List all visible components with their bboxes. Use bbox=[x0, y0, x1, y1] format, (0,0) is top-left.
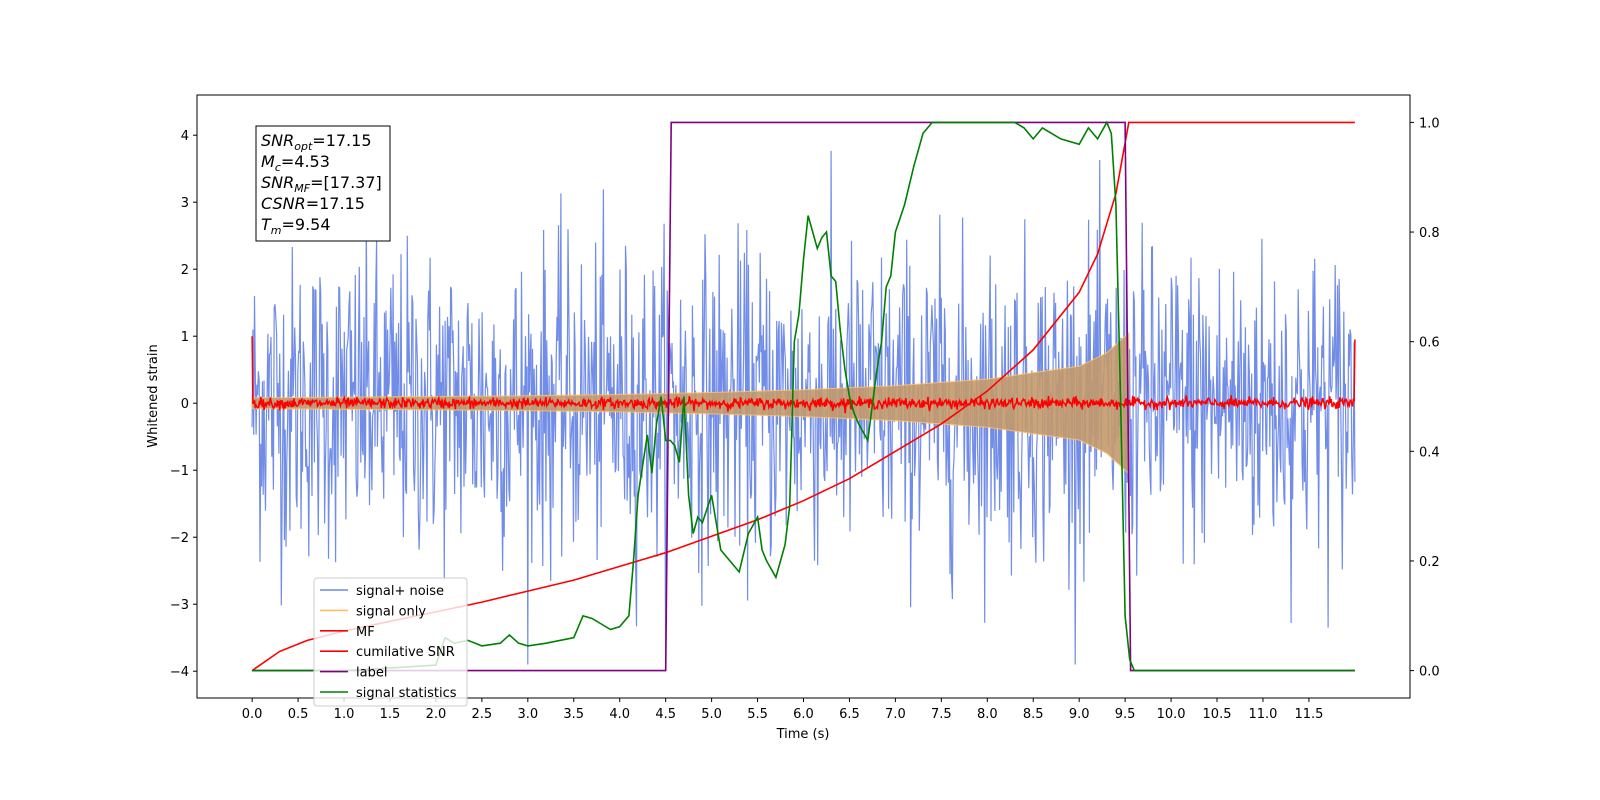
legend: signal+ noise signal only MF cumilative SNR… bbox=[313, 577, 468, 707]
y-right-tick-label: 0.2 bbox=[1419, 555, 1440, 570]
y-tick-label: −1 bbox=[170, 464, 189, 479]
x-tick-label: 9.5 bbox=[1115, 707, 1136, 722]
y-right-tick-label: 0.4 bbox=[1419, 445, 1440, 460]
y-right-tick-label: 0.0 bbox=[1419, 665, 1440, 680]
x-tick-label: 5.5 bbox=[747, 707, 768, 722]
y-tick-label: −2 bbox=[170, 531, 189, 546]
x-tick-label: 10.5 bbox=[1203, 707, 1232, 722]
y-right-tick-label: 1.0 bbox=[1419, 116, 1440, 131]
x-tick-label: 11.0 bbox=[1248, 707, 1277, 722]
x-tick-label: 1.5 bbox=[380, 707, 401, 722]
x-tick-label: 10.0 bbox=[1157, 707, 1186, 722]
x-tick-label: 4.0 bbox=[609, 707, 630, 722]
x-tick-label: 3.0 bbox=[517, 707, 538, 722]
x-tick-label: 7.0 bbox=[885, 707, 906, 722]
stats-annotation-box: SNRopt=17.15Mc=4.53SNRMF=[17.37]CSNR=17.… bbox=[255, 125, 391, 242]
axes: 0.0 0.5 1.0 1.5 2.0 2.5 3.0 3.5 4.0 4.5 5.0 5.5 6.0 6… bbox=[170, 116, 1440, 722]
legend-entry-label: MF bbox=[356, 625, 375, 640]
legend-entry-label: signal only bbox=[356, 604, 426, 619]
annotation-line: CSNR=17.15 bbox=[261, 194, 365, 213]
legend-entry-label: signal+ noise bbox=[356, 584, 444, 599]
y-tick-label: 1 bbox=[181, 330, 189, 345]
y-right-tick-label: 0.8 bbox=[1419, 226, 1440, 241]
x-tick-label: 2.5 bbox=[472, 707, 493, 722]
x-axis-label: Time (s) bbox=[776, 727, 830, 742]
legend-entry-label: label bbox=[356, 666, 387, 681]
x-tick-label: 1.0 bbox=[334, 707, 355, 722]
x-tick-label: 6.5 bbox=[839, 707, 860, 722]
x-tick-label: 2.0 bbox=[426, 707, 447, 722]
x-tick-label: 7.5 bbox=[931, 707, 952, 722]
annotation-line: Mc=4.53 bbox=[261, 152, 330, 174]
x-tick-label: 0.0 bbox=[242, 707, 263, 722]
x-tick-label: 8.0 bbox=[977, 707, 998, 722]
y-axis-label: Whitened strain bbox=[146, 344, 161, 447]
x-tick-label: 4.5 bbox=[655, 707, 676, 722]
y-tick-label: 4 bbox=[181, 129, 189, 144]
annotation-line: SNRMF=[17.37] bbox=[261, 173, 382, 195]
y-tick-label: −3 bbox=[170, 598, 189, 613]
legend-frame bbox=[313, 577, 468, 707]
series-mf bbox=[251, 336, 1356, 414]
y-tick-label: 2 bbox=[181, 263, 189, 278]
x-tick-label: 9.0 bbox=[1069, 707, 1090, 722]
x-tick-label: 11.5 bbox=[1294, 707, 1323, 722]
annotation-line: SNRopt=17.15 bbox=[261, 131, 372, 153]
annotation-line: Tm=9.54 bbox=[261, 215, 331, 237]
x-tick-label: 5.0 bbox=[701, 707, 722, 722]
x-tick-label: 3.5 bbox=[563, 707, 584, 722]
y-right-tick-label: 0.6 bbox=[1419, 336, 1440, 351]
y-tick-label: −4 bbox=[170, 665, 189, 680]
x-tick-label: 0.5 bbox=[288, 707, 309, 722]
x-tick-label: 6.0 bbox=[793, 707, 814, 722]
legend-entry-label: cumilative SNR bbox=[356, 645, 455, 660]
y-tick-label: 0 bbox=[181, 397, 189, 412]
x-tick-label: 8.5 bbox=[1023, 707, 1044, 722]
y-tick-label: 3 bbox=[181, 196, 189, 211]
series-signal-statistics bbox=[252, 120, 1355, 672]
annotation-frame bbox=[255, 125, 391, 242]
legend-entry-label: signal statistics bbox=[356, 686, 457, 701]
